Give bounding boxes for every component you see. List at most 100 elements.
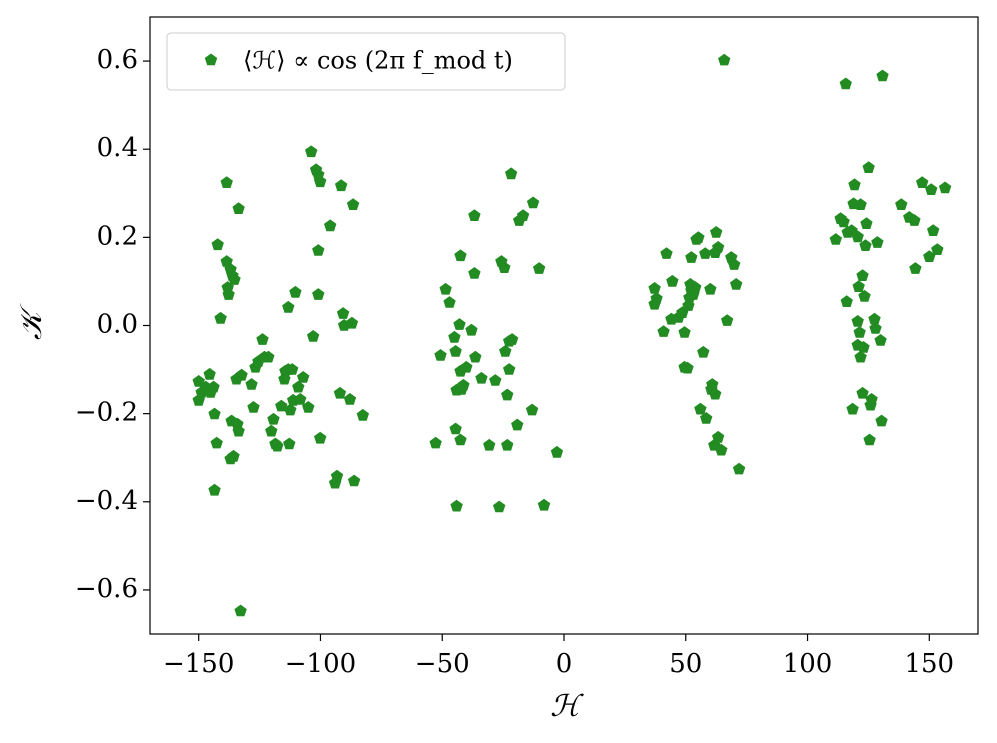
- scatter-point: [489, 374, 502, 386]
- scatter-point: [454, 249, 467, 262]
- x-tick-label: 50: [669, 649, 702, 679]
- scatter-point: [868, 312, 881, 325]
- scatter-point: [846, 402, 859, 415]
- scatter-point: [840, 295, 853, 307]
- scatter-point: [283, 437, 296, 450]
- scatter-point: [347, 474, 361, 487]
- scatter-point: [730, 278, 743, 290]
- scatter-point: [678, 326, 691, 338]
- scatter-point: [856, 386, 869, 399]
- scatter-point: [454, 433, 467, 446]
- x-tick-label: 0: [556, 649, 573, 679]
- scatter-point: [210, 436, 223, 449]
- scatter-point: [232, 424, 245, 437]
- scatter-point: [712, 430, 725, 443]
- y-tick-label: −0.4: [75, 486, 138, 516]
- scatter-point: [860, 217, 873, 229]
- scatter-point: [208, 407, 221, 420]
- scatter-point: [214, 311, 227, 324]
- scatter-point: [865, 393, 878, 405]
- scatter-point: [863, 433, 876, 446]
- scatter-point: [681, 361, 694, 374]
- scatter-point: [657, 325, 670, 337]
- scatter-point: [537, 498, 551, 511]
- y-tick-label: 0.4: [97, 133, 138, 163]
- scatter-point: [483, 438, 496, 451]
- scatter-point: [262, 350, 275, 363]
- scatter-point: [712, 241, 725, 253]
- scatter-point: [874, 334, 887, 346]
- scatter-point: [895, 198, 908, 210]
- y-axis-label: 𝒦: [14, 303, 49, 340]
- scatter-point: [854, 198, 867, 210]
- x-tick-label: −50: [415, 649, 470, 679]
- scatter-point: [493, 500, 506, 513]
- scatter-point: [533, 262, 546, 274]
- scatter-point: [312, 288, 325, 300]
- scatter-point: [648, 282, 661, 294]
- scatter-point: [235, 368, 248, 381]
- scatter-point: [650, 292, 663, 304]
- scatter-point: [336, 307, 350, 319]
- scatter-point: [851, 315, 864, 327]
- scatter-point: [501, 388, 514, 401]
- scatter-point: [314, 175, 327, 188]
- x-axis-label: ℋ: [550, 689, 584, 724]
- scatter-point: [450, 499, 463, 512]
- scatter-point: [718, 53, 731, 66]
- scatter-point: [234, 604, 247, 617]
- scatter-point: [516, 209, 530, 221]
- scatter-point: [228, 273, 241, 285]
- scatter-point: [704, 282, 717, 295]
- scatter-point: [324, 219, 337, 232]
- scatter-point: [694, 402, 707, 415]
- scatter-point: [851, 230, 864, 243]
- scatter-point: [927, 224, 940, 236]
- scatter-point: [343, 393, 357, 405]
- scatter-point: [909, 262, 922, 274]
- scatter-point: [284, 403, 297, 416]
- scatter-point: [666, 274, 679, 287]
- scatter-point: [292, 380, 305, 393]
- scatter-point: [314, 431, 327, 444]
- scatter-point: [511, 418, 524, 431]
- scatter-point: [848, 178, 861, 191]
- scatter-point: [721, 314, 734, 326]
- scatter-point: [837, 215, 850, 228]
- scatter-point: [289, 285, 302, 298]
- scatter-point: [453, 318, 466, 330]
- scatter-point: [468, 209, 481, 221]
- scatter-point: [697, 345, 710, 358]
- scatter-point: [931, 243, 944, 255]
- scatter-point: [923, 250, 936, 262]
- scatter-point: [247, 401, 260, 413]
- scatter-point: [685, 251, 698, 263]
- scatter-point: [503, 363, 516, 375]
- scatter-point: [862, 161, 875, 173]
- scatter-point: [429, 436, 442, 449]
- scatter-point: [871, 236, 884, 248]
- scatter-point: [294, 393, 307, 405]
- scatter-point: [460, 360, 473, 373]
- scatter-point: [211, 238, 224, 251]
- scatter-point: [469, 350, 482, 363]
- scatter-point: [208, 483, 221, 496]
- scatter-point: [829, 233, 842, 245]
- scatter-point: [330, 469, 344, 482]
- legend-marker: [204, 53, 218, 66]
- scatter-point: [222, 288, 235, 300]
- scatter-point: [854, 350, 867, 363]
- scatter-point: [439, 282, 452, 295]
- scatter-point: [434, 349, 447, 361]
- scatter-point: [859, 239, 872, 251]
- scatter-point: [498, 261, 511, 273]
- scatter-point: [282, 300, 295, 313]
- scatter-point: [356, 408, 369, 421]
- legend-label: ⟨ℋ⟩ ∝ cos (2π f_mod t): [243, 47, 513, 75]
- scatter-point: [550, 445, 564, 458]
- scatter-point: [505, 333, 519, 345]
- x-tick-label: 100: [783, 649, 833, 679]
- scatter-point: [876, 69, 889, 82]
- scatter-point: [692, 231, 705, 244]
